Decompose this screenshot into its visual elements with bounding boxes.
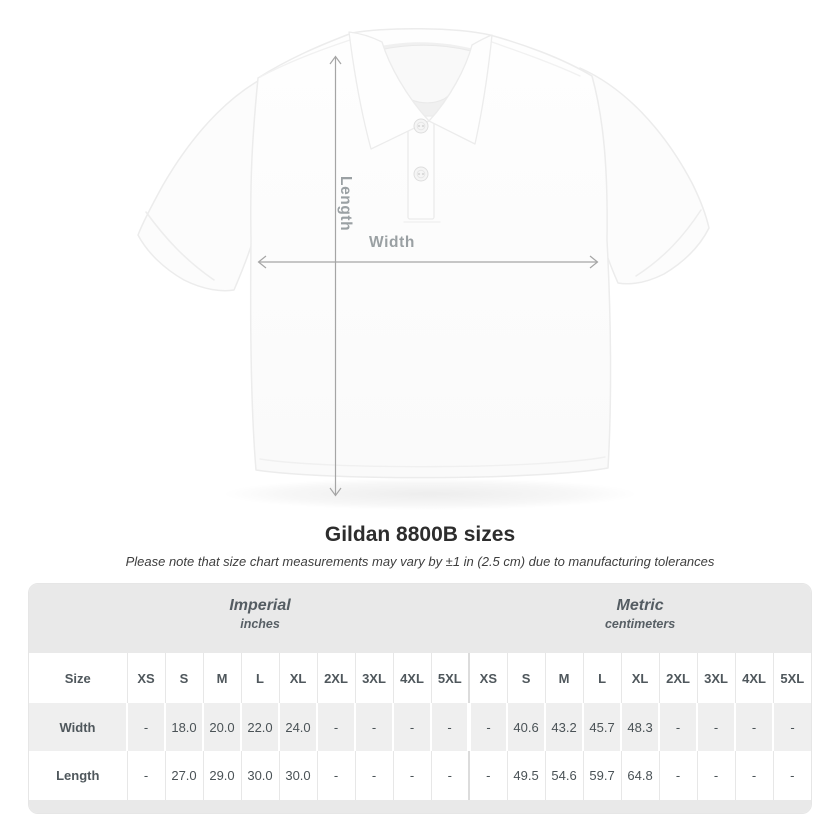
collar-right	[428, 34, 493, 145]
imperial-subtitle: inches	[240, 617, 280, 631]
table-cell: -	[658, 751, 698, 800]
size-col-header: XS	[126, 653, 165, 703]
size-col-header: 3XL	[354, 653, 393, 703]
size-col-header: 4XL	[734, 653, 774, 703]
collar-left	[348, 31, 430, 150]
polo-shirt-image	[137, 28, 710, 510]
size-col-header: 2XL	[658, 653, 698, 703]
size-col-header: XS	[468, 653, 508, 703]
table-cell: 43.2	[544, 703, 584, 751]
table-cell: -	[316, 703, 355, 751]
table-cell: 30.0	[278, 751, 317, 800]
size-col-header: 2XL	[316, 653, 355, 703]
table-cell: -	[734, 751, 774, 800]
table-cell: 49.5	[506, 751, 546, 800]
length-measure-label: Length	[337, 176, 354, 232]
size-col-header: M	[202, 653, 241, 703]
imperial-title: Imperial	[229, 597, 291, 614]
table-cell: 22.0	[240, 703, 279, 751]
metric-subtitle: centimeters	[604, 617, 676, 631]
table-cell: -	[772, 703, 811, 751]
table-cell: -	[658, 703, 698, 751]
length-row-label: Length	[29, 751, 127, 800]
table-cell: -	[316, 751, 355, 800]
shirt-shadow	[222, 478, 638, 510]
table-cell: 27.0	[164, 751, 203, 800]
table-cell: 18.0	[164, 703, 203, 751]
table-cell: -	[392, 751, 431, 800]
metric-title: Metric	[616, 597, 664, 614]
size-col-header: L	[240, 653, 279, 703]
size-col-header: L	[582, 653, 622, 703]
table-cell: -	[354, 751, 393, 800]
button-bottom	[413, 166, 429, 182]
size-col-header: S	[506, 653, 546, 703]
size-col-header: 4XL	[392, 653, 431, 703]
size-chart: Imperial inches Metric centimeters Size …	[28, 583, 812, 814]
tolerance-note: Please note that size chart measurements…	[125, 554, 715, 569]
size-chart-table: Imperial inches Metric centimeters Size …	[29, 584, 811, 813]
table-cell: 48.3	[620, 703, 660, 751]
table-cell: 24.0	[278, 703, 317, 751]
table-cell: -	[696, 703, 736, 751]
table-cell: -	[734, 703, 774, 751]
width-arrow	[257, 255, 599, 269]
size-col-header: 3XL	[696, 653, 736, 703]
table-cell: -	[430, 751, 470, 800]
table-cell: 45.7	[582, 703, 622, 751]
imperial-header: Imperial inches	[29, 584, 470, 653]
table-cell: -	[354, 703, 393, 751]
table-cell: 20.0	[202, 703, 241, 751]
table-cell: -	[392, 703, 431, 751]
width-measure-label: Width	[369, 234, 415, 251]
width-row: Width - 18.0 20.0 22.0 24.0 - - - - - 40…	[29, 703, 811, 751]
size-row-label: Size	[29, 653, 127, 703]
table-cell: -	[467, 703, 508, 751]
table-cell: -	[126, 751, 165, 800]
table-cell: 29.0	[202, 751, 241, 800]
table-cell: 59.7	[582, 751, 622, 800]
length-row: Length - 27.0 29.0 30.0 30.0 - - - - - 4…	[29, 751, 811, 800]
unit-header-row: Imperial inches Metric centimeters	[29, 584, 811, 653]
metric-header: Metric centimeters	[469, 584, 811, 653]
shirt-measurement-figure: Length Width	[137, 28, 710, 510]
size-header-row: Size XS S M L XL 2XL 3XL 4XL 5XL XS S M …	[29, 653, 811, 703]
table-cell: 30.0	[240, 751, 279, 800]
length-arrow	[329, 55, 342, 497]
button-top	[413, 118, 429, 134]
size-col-header: 5XL	[430, 653, 470, 703]
table-cell: -	[696, 751, 736, 800]
table-cell: -	[429, 703, 470, 751]
size-col-header: XL	[278, 653, 317, 703]
table-cell: 54.6	[544, 751, 584, 800]
size-col-header: S	[164, 653, 203, 703]
width-row-label: Width	[29, 703, 127, 751]
polo-shirt	[137, 28, 710, 479]
table-cell: -	[772, 751, 811, 800]
size-col-header: M	[544, 653, 584, 703]
page-title: Gildan 8800B sizes	[324, 523, 516, 546]
table-cell: -	[468, 751, 508, 800]
table-footer-strip	[29, 800, 811, 813]
table-cell: -	[126, 703, 165, 751]
size-col-header: 5XL	[772, 653, 811, 703]
size-col-header: XL	[620, 653, 660, 703]
table-cell: 40.6	[506, 703, 546, 751]
table-cell: 64.8	[620, 751, 660, 800]
